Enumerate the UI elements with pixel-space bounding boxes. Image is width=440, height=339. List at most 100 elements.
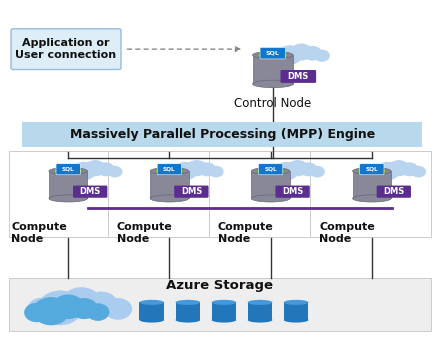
Circle shape <box>70 298 98 319</box>
Bar <box>284 302 308 320</box>
Text: Azure Storage: Azure Storage <box>166 279 274 292</box>
Circle shape <box>370 165 387 178</box>
Text: SQL: SQL <box>266 51 280 56</box>
Circle shape <box>290 43 312 61</box>
Circle shape <box>87 303 110 321</box>
Ellipse shape <box>248 300 272 305</box>
Text: DMS: DMS <box>288 72 309 81</box>
Ellipse shape <box>248 317 272 323</box>
Ellipse shape <box>139 300 164 305</box>
FancyBboxPatch shape <box>377 185 411 198</box>
Ellipse shape <box>258 52 288 58</box>
Circle shape <box>411 166 426 177</box>
Ellipse shape <box>139 317 164 323</box>
Bar <box>212 302 236 320</box>
Ellipse shape <box>251 195 290 202</box>
Circle shape <box>186 160 207 176</box>
Ellipse shape <box>49 167 88 175</box>
Circle shape <box>97 162 115 176</box>
Text: SQL: SQL <box>62 167 74 172</box>
Circle shape <box>209 166 224 177</box>
Circle shape <box>314 49 330 62</box>
Ellipse shape <box>284 300 308 305</box>
Circle shape <box>72 162 96 180</box>
Bar <box>251 171 290 198</box>
Circle shape <box>168 165 184 178</box>
Bar <box>9 278 431 331</box>
Bar <box>9 151 431 237</box>
FancyBboxPatch shape <box>56 164 81 175</box>
Text: SQL: SQL <box>163 167 176 172</box>
Text: SQL: SQL <box>264 167 277 172</box>
FancyBboxPatch shape <box>258 164 283 175</box>
Text: Application or
User connection: Application or User connection <box>15 38 117 60</box>
FancyBboxPatch shape <box>275 185 310 198</box>
Ellipse shape <box>251 167 290 175</box>
Bar <box>139 302 164 320</box>
Ellipse shape <box>176 317 200 323</box>
Ellipse shape <box>155 168 184 174</box>
Ellipse shape <box>253 80 293 87</box>
Text: Compute
Node: Compute Node <box>11 222 67 244</box>
Text: Compute
Node: Compute Node <box>319 222 375 244</box>
Text: SQL: SQL <box>366 167 378 172</box>
Circle shape <box>271 49 288 63</box>
Circle shape <box>376 162 400 180</box>
Circle shape <box>299 162 317 176</box>
Circle shape <box>303 46 322 61</box>
Ellipse shape <box>49 195 88 202</box>
Text: DMS: DMS <box>383 187 404 196</box>
Ellipse shape <box>256 168 285 174</box>
Bar <box>248 302 272 320</box>
Text: Compute
Node: Compute Node <box>218 222 274 244</box>
Bar <box>176 302 200 320</box>
Ellipse shape <box>253 51 293 59</box>
Ellipse shape <box>352 195 391 202</box>
Circle shape <box>27 298 58 321</box>
Circle shape <box>52 295 84 319</box>
Bar <box>150 171 189 198</box>
FancyBboxPatch shape <box>157 164 182 175</box>
FancyBboxPatch shape <box>174 185 209 198</box>
Text: DMS: DMS <box>181 187 202 196</box>
Ellipse shape <box>54 168 83 174</box>
Circle shape <box>24 303 49 322</box>
Circle shape <box>62 287 101 318</box>
Text: DMS: DMS <box>282 187 303 196</box>
Circle shape <box>277 45 302 65</box>
FancyBboxPatch shape <box>11 29 121 69</box>
Circle shape <box>107 166 122 177</box>
FancyBboxPatch shape <box>359 164 384 175</box>
Circle shape <box>85 160 106 176</box>
Circle shape <box>310 166 325 177</box>
Ellipse shape <box>176 300 200 305</box>
Circle shape <box>104 298 132 320</box>
Circle shape <box>275 162 298 180</box>
Text: Massively Parallel Processing (MPP) Engine: Massively Parallel Processing (MPP) Engi… <box>70 128 375 141</box>
FancyBboxPatch shape <box>73 185 107 198</box>
Circle shape <box>269 165 286 178</box>
Circle shape <box>173 162 197 180</box>
Circle shape <box>38 291 83 325</box>
Bar <box>253 55 293 84</box>
Text: Compute
Node: Compute Node <box>117 222 172 244</box>
Circle shape <box>400 162 418 176</box>
Ellipse shape <box>284 317 308 323</box>
FancyBboxPatch shape <box>260 47 286 59</box>
Ellipse shape <box>357 168 386 174</box>
Ellipse shape <box>150 167 189 175</box>
Ellipse shape <box>150 195 189 202</box>
Circle shape <box>66 165 83 178</box>
Bar <box>352 171 391 198</box>
Bar <box>22 122 422 147</box>
Circle shape <box>389 160 410 176</box>
Ellipse shape <box>212 300 236 305</box>
Text: DMS: DMS <box>80 187 101 196</box>
Ellipse shape <box>352 167 391 175</box>
Circle shape <box>84 292 118 318</box>
Ellipse shape <box>212 317 236 323</box>
Text: Control Node: Control Node <box>234 97 312 110</box>
Circle shape <box>33 297 70 325</box>
Circle shape <box>198 162 216 176</box>
Bar <box>49 171 88 198</box>
